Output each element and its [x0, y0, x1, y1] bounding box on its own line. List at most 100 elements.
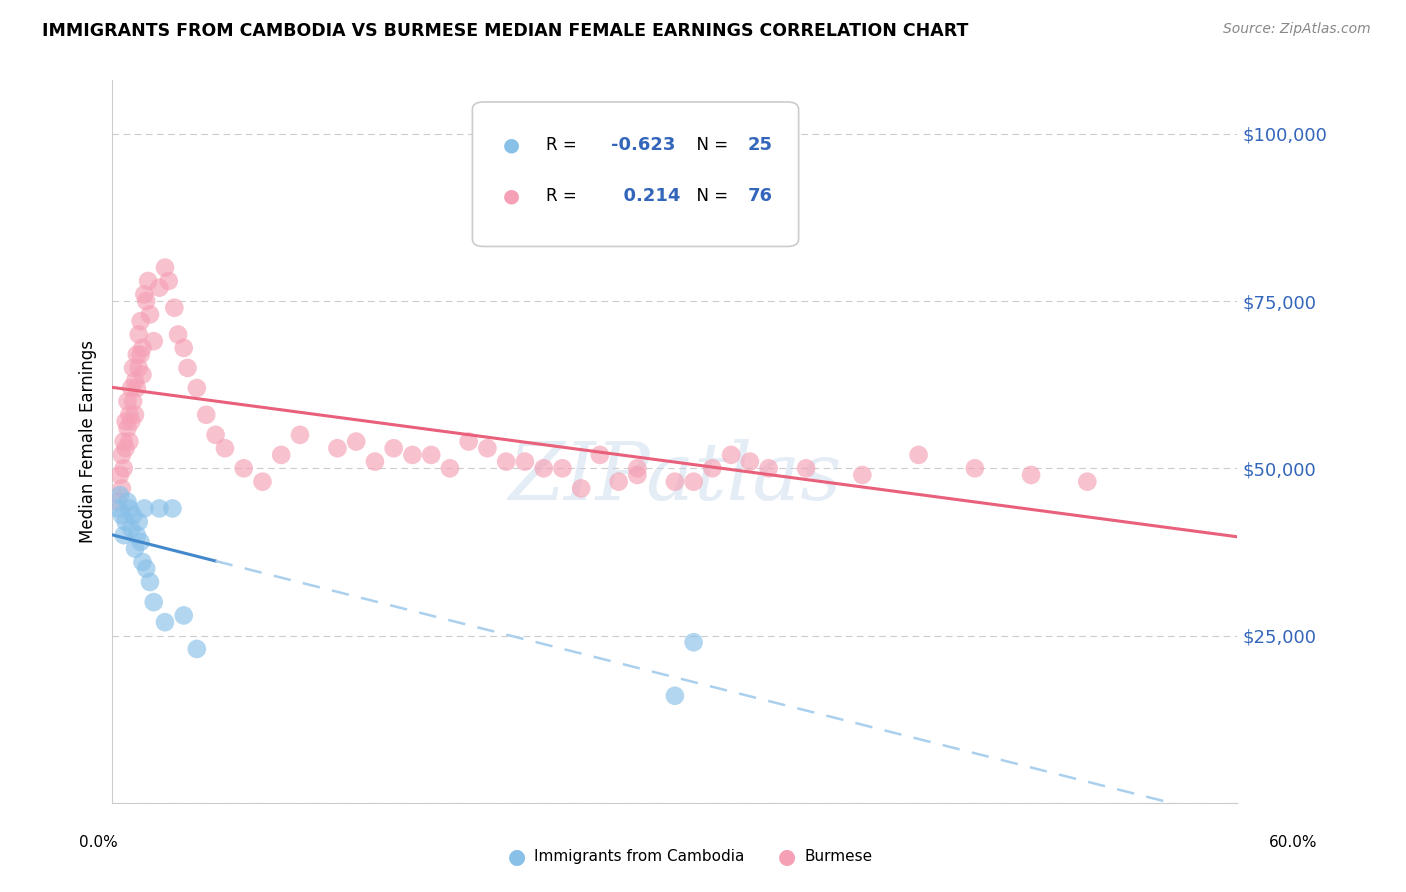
Text: 60.0%: 60.0%: [1270, 836, 1317, 850]
Point: [120, 381, 142, 395]
Text: 0.214: 0.214: [610, 187, 681, 205]
Point: [176, 361, 198, 376]
Point: [457, 434, 479, 449]
Point: [157, 274, 180, 288]
Point: [963, 461, 986, 475]
Point: [131, 341, 153, 355]
Point: [134, 501, 156, 516]
Point: [124, 375, 146, 389]
Point: [131, 368, 153, 382]
Point: [626, 467, 648, 482]
Point: [232, 461, 254, 475]
Point: [112, 434, 135, 449]
Text: ZIPatlas: ZIPatlas: [508, 439, 842, 516]
Text: 0.0%: 0.0%: [79, 836, 118, 850]
Point: [551, 461, 574, 475]
Point: [682, 475, 704, 489]
Point: [738, 454, 761, 469]
Point: [326, 441, 349, 455]
Point: [114, 515, 136, 529]
Point: [108, 488, 131, 502]
Text: Burmese: Burmese: [804, 849, 872, 864]
Point: [124, 408, 146, 422]
Point: [111, 448, 134, 462]
Point: [153, 615, 176, 630]
Point: [173, 608, 195, 623]
Point: [117, 494, 139, 508]
Text: ●: ●: [503, 136, 520, 155]
Text: R =: R =: [546, 136, 582, 154]
Point: [162, 501, 184, 516]
Point: [139, 575, 162, 590]
Point: [122, 394, 145, 409]
Point: [364, 454, 387, 469]
Point: [173, 341, 195, 355]
Point: [125, 528, 148, 542]
Point: [111, 482, 134, 496]
Point: [344, 434, 367, 449]
Point: [120, 521, 142, 535]
Point: [128, 515, 150, 529]
Point: [626, 461, 648, 475]
Point: [125, 348, 148, 362]
Point: [569, 482, 592, 496]
Point: [107, 494, 129, 508]
Point: [114, 441, 136, 455]
Point: [195, 408, 218, 422]
Point: [589, 448, 612, 462]
Point: [122, 361, 145, 376]
Point: [117, 394, 139, 409]
Point: [117, 421, 139, 435]
Text: 76: 76: [748, 187, 773, 205]
Point: [664, 475, 686, 489]
Text: Source: ZipAtlas.com: Source: ZipAtlas.com: [1223, 22, 1371, 37]
Point: [288, 427, 311, 442]
Point: [139, 307, 162, 321]
Point: [1076, 475, 1098, 489]
Point: [720, 448, 742, 462]
Point: [163, 301, 186, 315]
Point: [758, 461, 780, 475]
Point: [382, 441, 405, 455]
Text: 25: 25: [748, 136, 773, 154]
Text: Immigrants from Cambodia: Immigrants from Cambodia: [534, 849, 745, 864]
Text: R =: R =: [546, 187, 582, 205]
Point: [128, 361, 150, 376]
Text: N =: N =: [686, 136, 734, 154]
Point: [129, 348, 152, 362]
Point: [420, 448, 443, 462]
Point: [125, 381, 148, 395]
Point: [607, 475, 630, 489]
Point: [186, 381, 208, 395]
Text: ●: ●: [779, 847, 796, 867]
Point: [124, 541, 146, 556]
Point: [664, 689, 686, 703]
Point: [186, 642, 208, 657]
Text: N =: N =: [686, 187, 734, 205]
Point: [111, 508, 134, 523]
Point: [122, 508, 145, 523]
Point: [153, 260, 176, 275]
Point: [142, 595, 165, 609]
Point: [270, 448, 292, 462]
Point: [682, 635, 704, 649]
Point: [129, 534, 152, 549]
Text: ●: ●: [509, 847, 526, 867]
Point: [214, 441, 236, 455]
Point: [118, 408, 141, 422]
Y-axis label: Median Female Earnings: Median Female Earnings: [79, 340, 97, 543]
FancyBboxPatch shape: [472, 102, 799, 246]
Point: [794, 461, 817, 475]
Point: [108, 467, 131, 482]
Point: [131, 555, 153, 569]
Point: [120, 414, 142, 428]
Point: [118, 501, 141, 516]
Text: -0.623: -0.623: [610, 136, 675, 154]
Point: [204, 427, 226, 442]
Point: [1019, 467, 1042, 482]
Point: [167, 327, 190, 342]
Text: IMMIGRANTS FROM CAMBODIA VS BURMESE MEDIAN FEMALE EARNINGS CORRELATION CHART: IMMIGRANTS FROM CAMBODIA VS BURMESE MEDI…: [42, 22, 969, 40]
Point: [439, 461, 461, 475]
Point: [477, 441, 499, 455]
Point: [129, 314, 152, 328]
